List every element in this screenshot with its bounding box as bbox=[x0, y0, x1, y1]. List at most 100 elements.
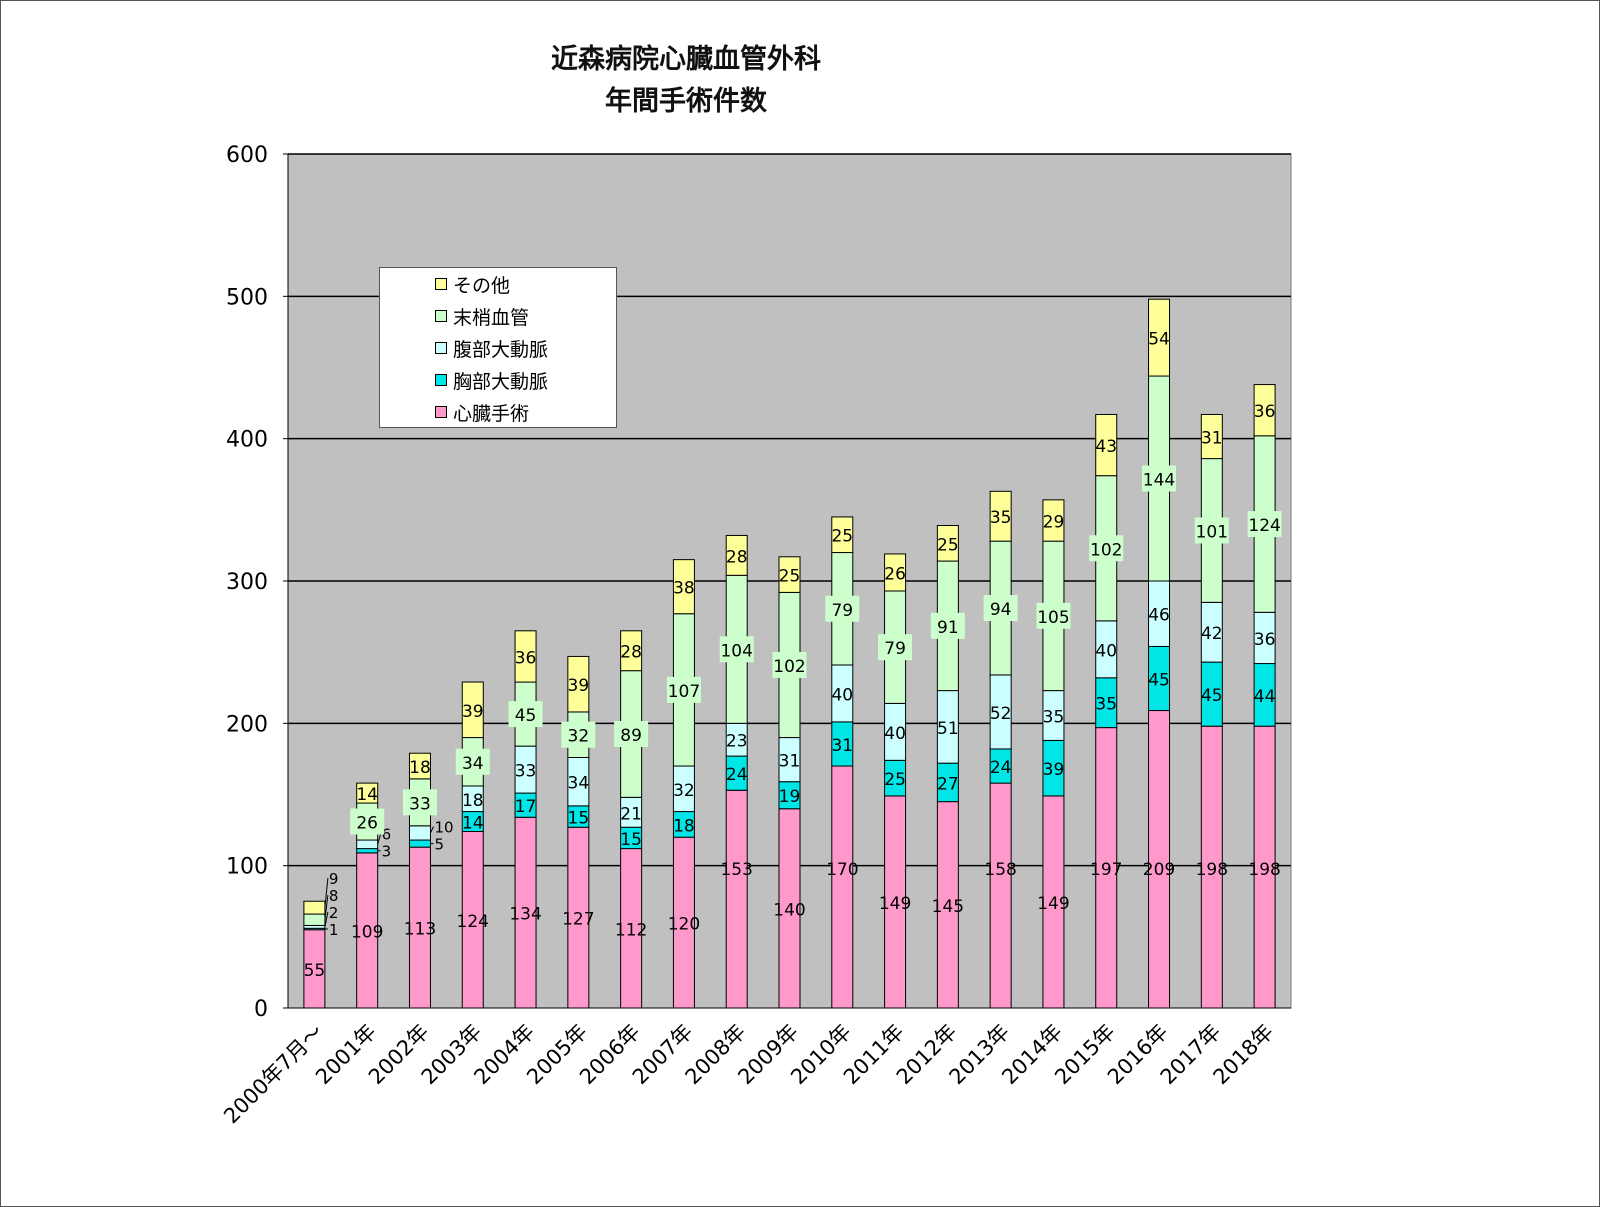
data-label: 34 bbox=[462, 754, 484, 774]
bar-segment bbox=[989, 782, 1012, 1009]
legend-swatch bbox=[435, 374, 447, 386]
data-label: 40 bbox=[1095, 641, 1117, 661]
legend-label: 末梢血管 bbox=[453, 306, 530, 329]
data-label: 14 bbox=[356, 785, 378, 805]
data-label: 36 bbox=[1254, 402, 1276, 422]
data-label: 40 bbox=[831, 685, 853, 705]
data-label: 198 bbox=[1196, 860, 1228, 880]
bar-segment bbox=[408, 839, 431, 848]
title-line-1: 近森病院心臓血管外科 bbox=[551, 44, 821, 75]
legend-label: その他 bbox=[453, 274, 511, 297]
legend-item: 腹部大動脈 bbox=[435, 337, 549, 361]
data-label: 124 bbox=[457, 912, 489, 932]
data-label: 25 bbox=[831, 527, 853, 547]
data-label: 18 bbox=[673, 816, 695, 836]
data-label: 26 bbox=[884, 564, 906, 584]
data-label: 109 bbox=[351, 922, 383, 942]
data-label: 124 bbox=[1248, 516, 1280, 536]
y-tick-label: 400 bbox=[226, 428, 268, 453]
data-label: 25 bbox=[779, 567, 801, 587]
bar-segment bbox=[725, 789, 748, 1009]
data-label-bg bbox=[402, 789, 437, 816]
bar-segment bbox=[1148, 298, 1171, 377]
data-label: 35 bbox=[1043, 708, 1065, 728]
data-label: 6 bbox=[382, 826, 392, 844]
bar-segment bbox=[778, 556, 801, 593]
data-label: 39 bbox=[462, 702, 484, 722]
bar-segment bbox=[1253, 384, 1276, 437]
bar-segment bbox=[620, 630, 643, 672]
data-label: 28 bbox=[726, 547, 748, 567]
bar-segment bbox=[356, 782, 379, 804]
data-label-bg bbox=[719, 636, 754, 663]
data-label: 153 bbox=[720, 860, 752, 880]
legend-label: 腹部大動脈 bbox=[453, 338, 549, 361]
data-label-bg bbox=[666, 676, 701, 703]
bar-segment bbox=[936, 524, 959, 562]
data-label: 3 bbox=[382, 843, 392, 861]
data-label: 19 bbox=[779, 787, 801, 807]
bar-segment bbox=[303, 900, 326, 915]
data-label: 51 bbox=[937, 719, 959, 739]
data-label: 36 bbox=[515, 648, 537, 668]
data-label: 144 bbox=[1143, 471, 1175, 491]
data-label: 120 bbox=[668, 915, 700, 935]
data-label: 33 bbox=[515, 762, 537, 782]
bar-segment bbox=[303, 913, 326, 926]
y-tick-label: 0 bbox=[254, 997, 268, 1022]
data-label: 127 bbox=[562, 910, 594, 930]
data-label: 134 bbox=[509, 905, 541, 925]
data-label: 197 bbox=[1090, 860, 1122, 880]
data-label: 5 bbox=[434, 836, 444, 854]
data-label-bg bbox=[614, 721, 649, 748]
data-label: 94 bbox=[990, 600, 1012, 620]
data-label: 31 bbox=[779, 752, 801, 772]
bar-segment bbox=[356, 848, 379, 854]
data-label: 55 bbox=[304, 961, 326, 981]
data-label: 18 bbox=[409, 758, 431, 778]
data-label: 25 bbox=[884, 770, 906, 790]
data-label: 45 bbox=[515, 706, 537, 726]
data-label: 140 bbox=[773, 900, 805, 920]
data-label: 10 bbox=[434, 819, 453, 837]
y-tick-label: 100 bbox=[226, 855, 268, 880]
data-label: 2 bbox=[329, 904, 339, 922]
data-label: 32 bbox=[568, 727, 590, 747]
data-label-bg bbox=[350, 808, 385, 835]
data-label: 113 bbox=[404, 920, 436, 940]
data-label-bg bbox=[1247, 511, 1282, 538]
bar-segment bbox=[514, 630, 537, 683]
x-tick-label: 2018年 bbox=[1209, 1020, 1279, 1090]
data-label: 25 bbox=[937, 535, 959, 555]
bar-segment bbox=[1042, 499, 1065, 542]
data-label: 31 bbox=[1201, 429, 1223, 449]
data-label: 26 bbox=[356, 814, 378, 834]
data-label: 46 bbox=[1148, 606, 1170, 626]
data-label: 54 bbox=[1148, 330, 1170, 350]
legend-swatch bbox=[435, 278, 447, 290]
data-label: 17 bbox=[515, 797, 537, 817]
legend-item: その他 bbox=[435, 273, 511, 297]
data-label-bg bbox=[825, 595, 860, 622]
data-label: 18 bbox=[462, 791, 484, 811]
data-label: 112 bbox=[615, 920, 647, 940]
data-label: 24 bbox=[990, 758, 1012, 778]
data-label: 198 bbox=[1248, 860, 1280, 880]
data-label-bg bbox=[930, 612, 965, 639]
bar-segment bbox=[408, 825, 431, 841]
data-label: 42 bbox=[1201, 624, 1223, 644]
data-label: 1 bbox=[329, 921, 339, 939]
data-label-bg bbox=[561, 721, 596, 748]
data-label: 43 bbox=[1095, 437, 1117, 457]
data-label: 8 bbox=[329, 887, 339, 905]
data-label: 149 bbox=[879, 894, 911, 914]
data-label: 14 bbox=[462, 814, 484, 834]
data-label-bg bbox=[878, 634, 913, 661]
legend-swatch bbox=[435, 310, 447, 322]
data-label: 28 bbox=[620, 643, 642, 663]
data-label: 31 bbox=[831, 736, 853, 756]
data-label: 39 bbox=[568, 676, 590, 696]
bar-segment bbox=[884, 553, 907, 592]
data-label: 101 bbox=[1196, 522, 1228, 542]
